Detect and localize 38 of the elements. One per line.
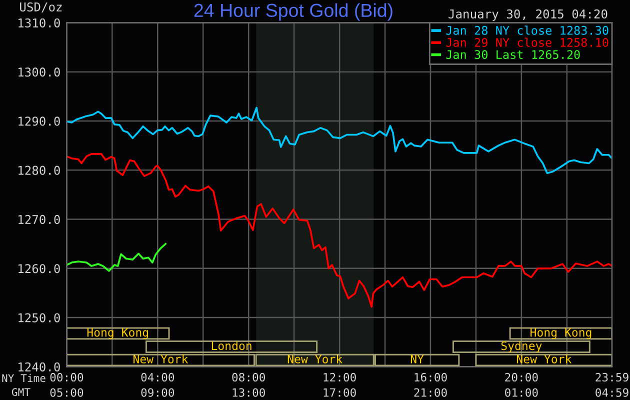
x2-tick-label: 09:00 bbox=[141, 388, 174, 397]
y-tick-label: 1310.0 bbox=[18, 18, 60, 28]
series-label: New York bbox=[288, 354, 342, 364]
x-tick-label: 12:00 bbox=[324, 372, 356, 382]
x2-tick-label: 17:00 bbox=[324, 388, 356, 397]
series-label: Hong Kong bbox=[87, 328, 148, 340]
x-tick-label: 23:59 bbox=[596, 372, 628, 382]
x2-tick-label: 05:00 bbox=[50, 388, 84, 397]
x-tick-label: 00:00 bbox=[50, 372, 84, 382]
series-label: London bbox=[212, 341, 252, 350]
y-tick-label: 1300.0 bbox=[18, 68, 60, 77]
y-tick-label: 1250.0 bbox=[18, 313, 60, 322]
x-axis-title: NY Time bbox=[2, 374, 46, 382]
series-label: NY bbox=[410, 354, 424, 364]
x2-tick-label: 01:00 bbox=[505, 388, 538, 397]
series-label: Sydney bbox=[501, 341, 542, 352]
series-label: Hong Kong bbox=[530, 328, 592, 340]
x-tick-label: 16:00 bbox=[414, 372, 447, 382]
x2-tick-label: 13:00 bbox=[232, 388, 265, 397]
y-tick-label: 1280.0 bbox=[18, 166, 60, 175]
legend-label: Jan 30 Last 1265.20 bbox=[446, 50, 580, 60]
y-tick-label: 1270.0 bbox=[18, 214, 60, 224]
series-label: New York bbox=[134, 354, 188, 364]
y-tick-label: 1260.0 bbox=[18, 264, 60, 274]
legend-label: Jan 29 NY close 1258.10 bbox=[446, 38, 608, 47]
series-label: New York bbox=[516, 354, 572, 364]
x-tick-label: 20:00 bbox=[505, 372, 538, 382]
x2-tick-label: 21:00 bbox=[414, 388, 447, 397]
legend-label: Jan 28 NY close 1283.30 bbox=[446, 26, 608, 35]
y-tick-label: 1240.0 bbox=[18, 362, 60, 372]
x-tick-label: 04:00 bbox=[141, 372, 174, 382]
chart-title: 24 Hour Spot Gold (Bid) bbox=[194, 3, 392, 21]
y-tick-label: 1290.0 bbox=[18, 116, 60, 126]
y-axis-title: USD/oz bbox=[20, 2, 62, 12]
chart-subtitle: January 30, 2015 04:20 bbox=[448, 9, 608, 21]
x2-tick-label: 04:59 bbox=[596, 388, 628, 397]
x2-axis-title: GMT bbox=[12, 388, 30, 396]
x-tick-label: 08:00 bbox=[232, 372, 265, 382]
